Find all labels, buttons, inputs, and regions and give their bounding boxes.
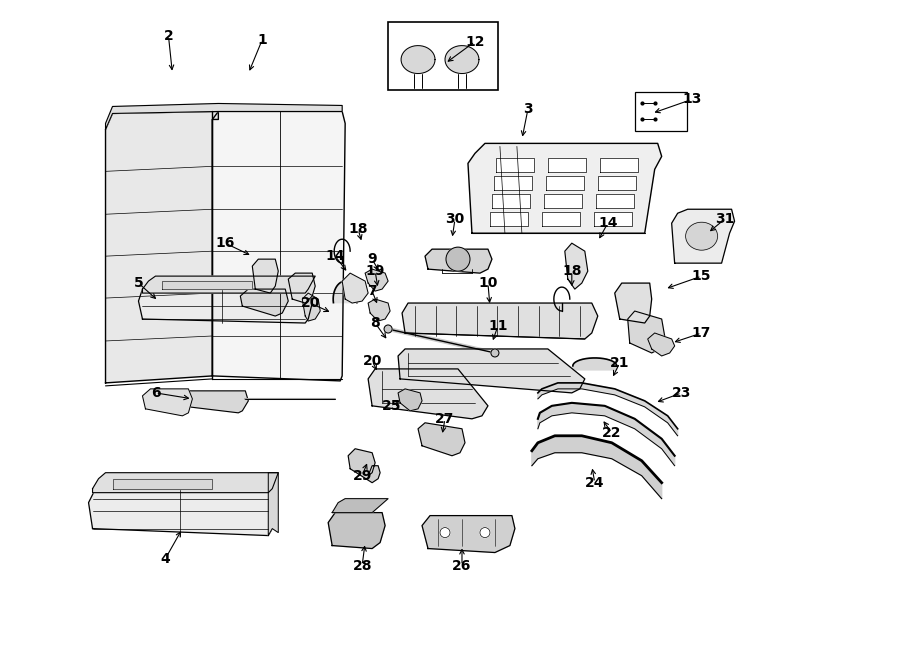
Polygon shape	[538, 403, 675, 466]
Circle shape	[446, 247, 470, 271]
Polygon shape	[627, 311, 665, 353]
Text: 6: 6	[150, 386, 160, 400]
Text: 13: 13	[682, 93, 701, 106]
Text: 4: 4	[160, 551, 170, 566]
Polygon shape	[328, 513, 385, 549]
Polygon shape	[546, 176, 584, 190]
Polygon shape	[548, 159, 586, 173]
Text: 28: 28	[353, 559, 372, 572]
Polygon shape	[596, 194, 634, 208]
Polygon shape	[494, 176, 532, 190]
Circle shape	[384, 325, 392, 333]
Polygon shape	[398, 349, 585, 393]
Text: 12: 12	[465, 34, 485, 49]
Polygon shape	[496, 159, 534, 173]
Text: 7: 7	[367, 284, 377, 298]
Text: 8: 8	[370, 316, 380, 330]
Polygon shape	[342, 273, 368, 303]
Text: 18: 18	[348, 222, 368, 236]
Polygon shape	[599, 159, 638, 173]
Text: 3: 3	[523, 102, 533, 116]
Polygon shape	[446, 46, 479, 73]
Text: 20: 20	[363, 354, 382, 368]
Polygon shape	[268, 473, 278, 535]
Polygon shape	[88, 488, 278, 535]
Polygon shape	[112, 479, 212, 488]
Bar	[634, 91, 687, 132]
Text: 30: 30	[446, 212, 464, 226]
Polygon shape	[402, 303, 598, 339]
Polygon shape	[538, 383, 678, 436]
Polygon shape	[598, 176, 635, 190]
Polygon shape	[671, 210, 734, 263]
Polygon shape	[542, 212, 580, 226]
Polygon shape	[93, 473, 278, 492]
Polygon shape	[401, 46, 435, 73]
Text: 21: 21	[610, 356, 629, 370]
Text: 18: 18	[562, 264, 581, 278]
Text: 29: 29	[353, 469, 372, 483]
Text: 14: 14	[598, 216, 617, 230]
Text: 19: 19	[365, 264, 385, 278]
Polygon shape	[105, 104, 342, 130]
Polygon shape	[418, 423, 465, 455]
Circle shape	[440, 527, 450, 537]
Circle shape	[491, 349, 499, 357]
Polygon shape	[252, 259, 278, 293]
Polygon shape	[615, 283, 652, 323]
Polygon shape	[162, 281, 252, 289]
Polygon shape	[425, 249, 492, 273]
Polygon shape	[240, 289, 288, 316]
Text: 16: 16	[216, 236, 235, 250]
Polygon shape	[302, 293, 320, 321]
Text: 20: 20	[301, 296, 320, 310]
Polygon shape	[178, 391, 248, 413]
Polygon shape	[398, 389, 422, 411]
Polygon shape	[139, 289, 312, 323]
Text: 14: 14	[326, 249, 345, 263]
Text: 1: 1	[257, 32, 267, 47]
Ellipse shape	[686, 222, 717, 250]
Text: 15: 15	[692, 269, 711, 283]
Polygon shape	[368, 299, 390, 321]
Polygon shape	[565, 243, 588, 289]
Text: 10: 10	[478, 276, 498, 290]
Polygon shape	[648, 333, 675, 356]
Polygon shape	[544, 194, 581, 208]
Text: 9: 9	[367, 252, 377, 266]
Polygon shape	[594, 212, 632, 226]
Polygon shape	[422, 516, 515, 553]
Polygon shape	[332, 498, 388, 513]
Text: 23: 23	[672, 386, 691, 400]
Polygon shape	[572, 358, 616, 370]
Text: 27: 27	[436, 412, 454, 426]
Polygon shape	[532, 436, 662, 498]
Polygon shape	[492, 194, 530, 208]
Text: 5: 5	[133, 276, 143, 290]
Polygon shape	[333, 281, 357, 303]
Polygon shape	[365, 269, 388, 291]
Text: 24: 24	[585, 476, 605, 490]
Text: 26: 26	[453, 559, 472, 572]
Text: 25: 25	[382, 399, 401, 413]
Polygon shape	[142, 389, 193, 416]
Polygon shape	[212, 112, 346, 381]
Polygon shape	[368, 369, 488, 419]
Polygon shape	[288, 273, 315, 303]
Polygon shape	[348, 449, 380, 483]
Text: 11: 11	[488, 319, 508, 333]
Text: 22: 22	[602, 426, 622, 440]
Circle shape	[480, 527, 490, 537]
Polygon shape	[468, 143, 662, 233]
Polygon shape	[105, 112, 219, 383]
Bar	[388, 22, 498, 89]
Text: 2: 2	[164, 28, 174, 42]
Polygon shape	[142, 276, 315, 293]
Text: 31: 31	[715, 212, 734, 226]
Polygon shape	[490, 212, 528, 226]
Text: 17: 17	[692, 326, 711, 340]
